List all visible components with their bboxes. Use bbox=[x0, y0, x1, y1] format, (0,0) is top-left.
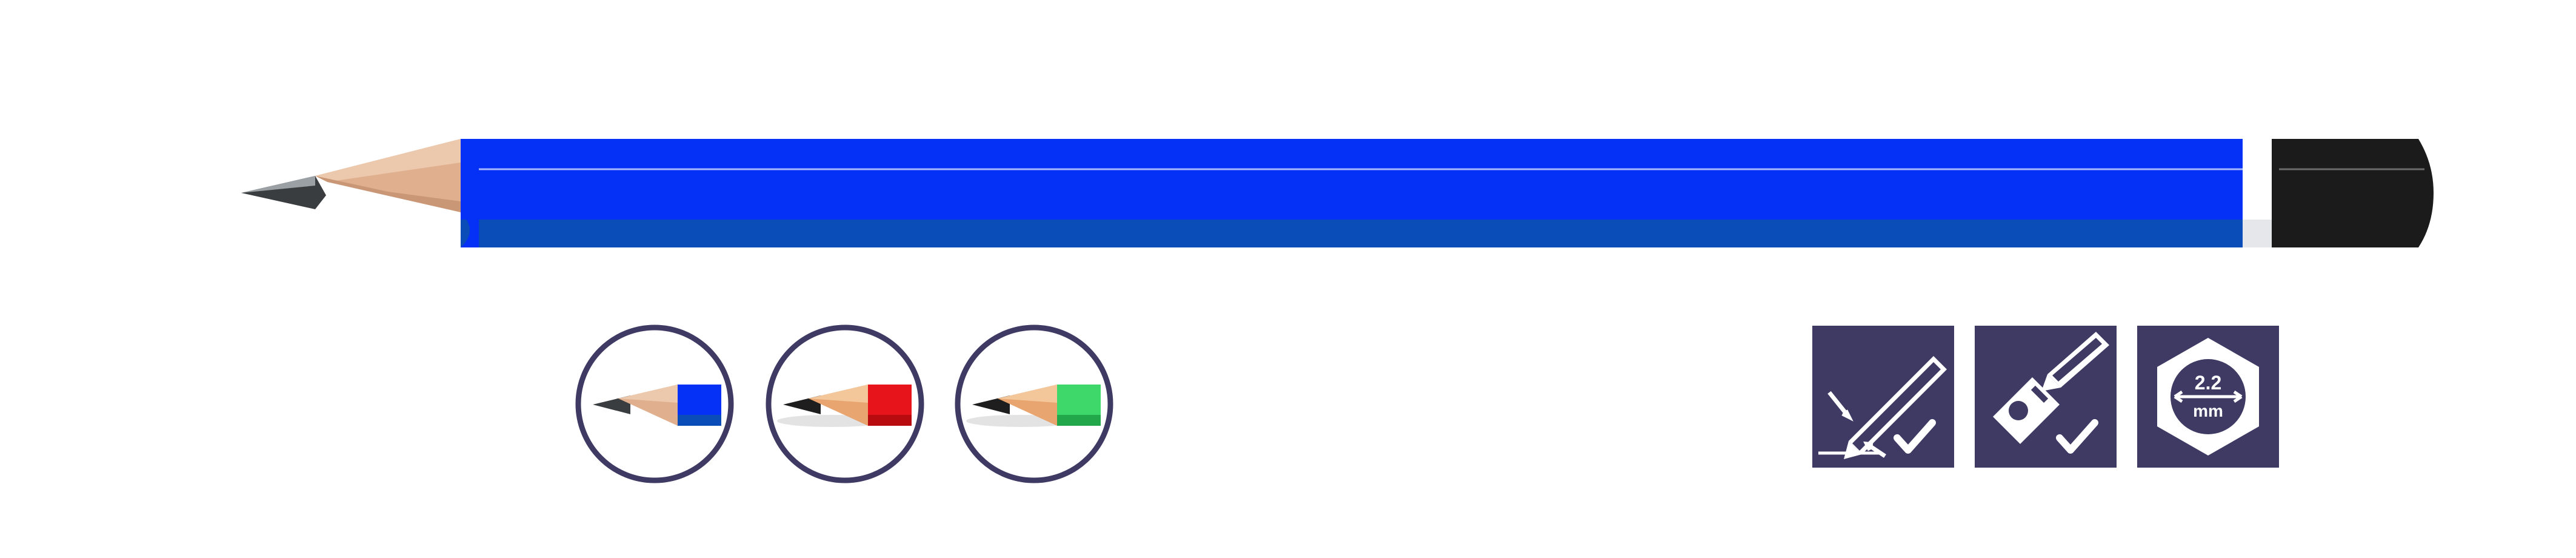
pencil-wood-shadow bbox=[315, 176, 461, 212]
pencil-wood-highlight bbox=[315, 139, 461, 182]
easy-sharpen-icon bbox=[1975, 326, 2117, 468]
variant-blue[interactable] bbox=[575, 324, 735, 484]
pencil-tip-icon bbox=[575, 324, 734, 483]
break-resistant-lead-icon bbox=[1812, 326, 1954, 468]
pencil-illustration bbox=[241, 139, 2434, 247]
pencil-lead-shine bbox=[241, 176, 315, 193]
pencil-end-cap bbox=[2272, 139, 2434, 247]
pencil-barrel-top bbox=[461, 139, 2243, 220]
lead-diameter-icon: 2.2 mm bbox=[2137, 326, 2279, 468]
pencil-ring bbox=[2243, 139, 2272, 220]
variant-red[interactable] bbox=[765, 324, 925, 484]
variant-green[interactable] bbox=[954, 324, 1114, 484]
pencil-tip-icon bbox=[955, 324, 1113, 483]
lead-diameter-unit: mm bbox=[2193, 402, 2223, 420]
pencil-ring-shade bbox=[2243, 220, 2272, 247]
pencil-tip-icon bbox=[766, 324, 924, 483]
lead-diameter-value: 2.2 bbox=[2195, 372, 2221, 394]
pencil-barrel-bottom bbox=[461, 220, 2243, 247]
pencil-barrel-scallop bbox=[461, 139, 479, 247]
